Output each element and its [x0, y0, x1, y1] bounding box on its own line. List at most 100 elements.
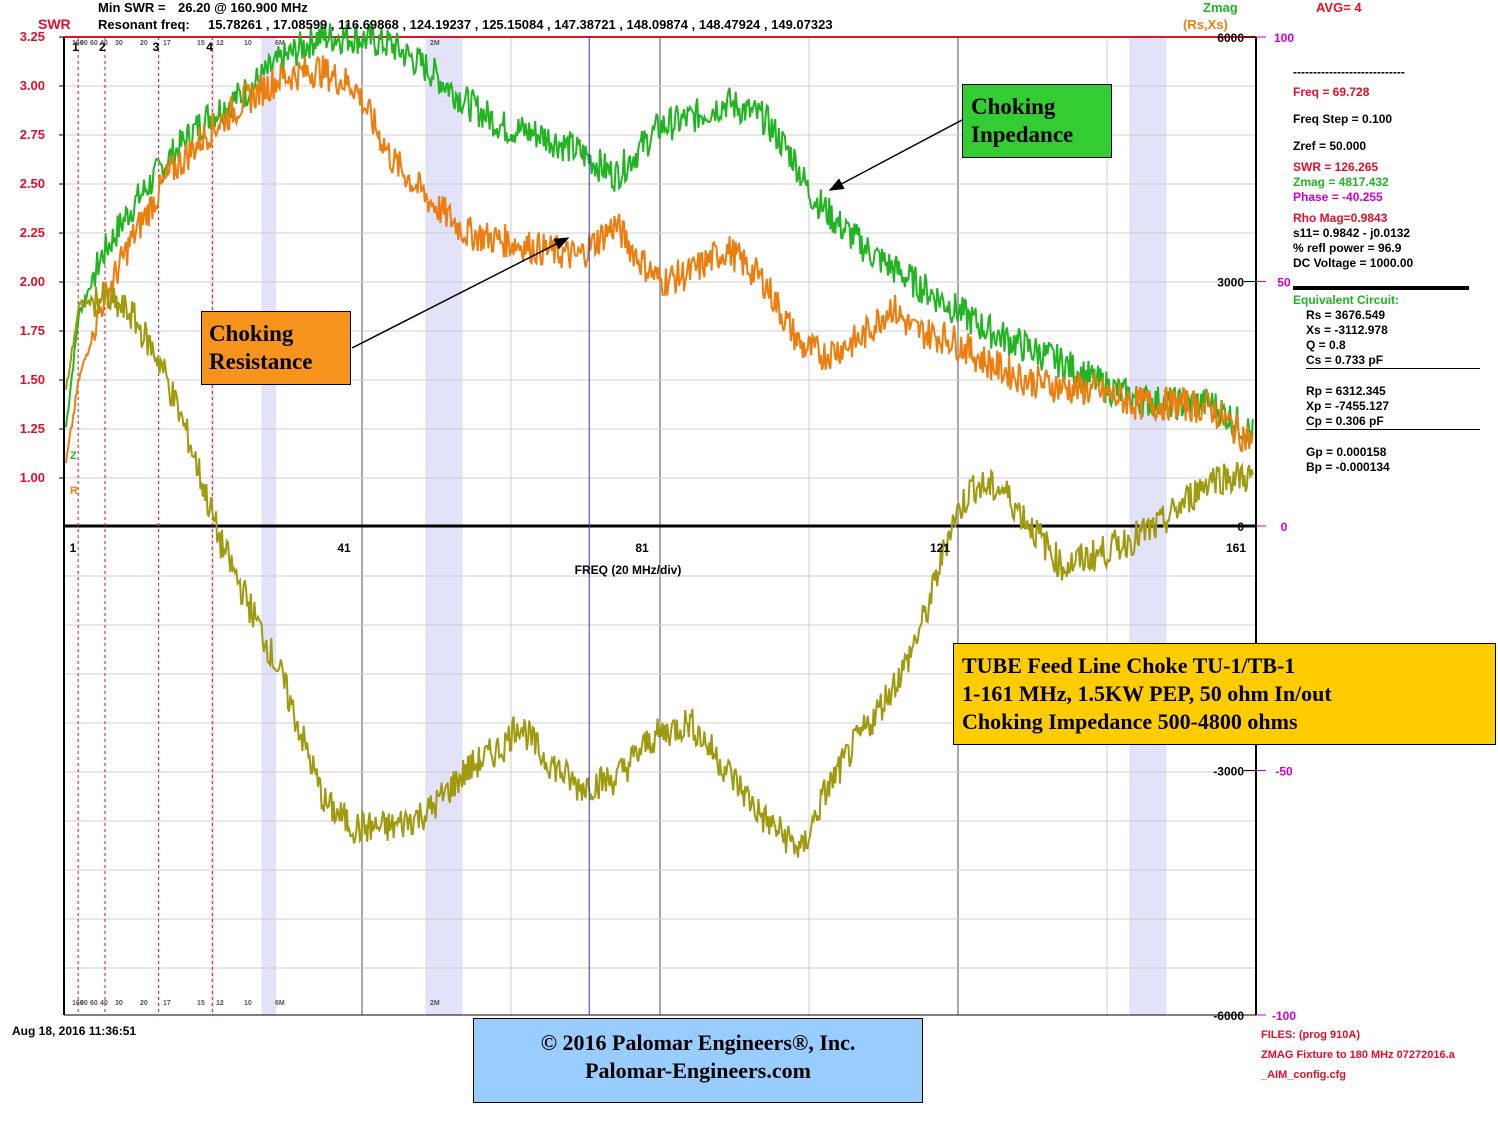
choking-resistance-box: Choking Resistance — [201, 311, 351, 385]
panel-cs: Cs = 0.733 pF — [1306, 353, 1384, 367]
panel-zref: Zref = 50.000 — [1293, 139, 1367, 153]
choking-impedance-line2: Inpedance — [971, 122, 1074, 147]
min-swr-value: 26.20 @ 160.900 MHz — [178, 0, 308, 15]
panel-zmag: Zmag = 4817.432 — [1293, 175, 1389, 189]
swr-tick-label: 2.50 — [20, 176, 45, 191]
band-label-top: 17 — [163, 40, 171, 47]
panel-rp: Rp = 6312.345 — [1306, 384, 1386, 398]
resonant-freq-values: 15.78261 , 17.08599 , 116.69868 , 124.19… — [208, 17, 833, 32]
panel-freq: Freq = 69.728 — [1293, 85, 1370, 99]
band-label-bottom: 17 — [163, 1000, 171, 1007]
band-label-bottom: 80 — [80, 1000, 88, 1007]
impedance-arrow — [828, 119, 963, 191]
band-label-top: 20 — [140, 40, 148, 47]
files-label: FILES: (prog 910A) — [1261, 1029, 1361, 1041]
panel-equiv-title: Equivalent Circuit: — [1293, 293, 1400, 307]
band-label-bottom: 40 — [100, 1000, 108, 1007]
r-start-marker: R — [70, 485, 78, 497]
file-2: _AIM_config.cfg — [1261, 1069, 1346, 1081]
title-line2: 1-161 MHz, 1.5KW PEP, 50 ohm In/out — [962, 681, 1332, 706]
band-label-top: 2M — [430, 40, 440, 47]
x-tick-label: 121 — [930, 541, 950, 555]
band-label-bottom: 6M — [275, 1000, 285, 1007]
rs-series — [65, 55, 1254, 464]
swr-tick-label: 1.75 — [20, 323, 45, 338]
file-1: ZMAG Fixture to 180 MHz 07272016.a — [1261, 1049, 1455, 1061]
swr-axis-label: SWR — [38, 16, 71, 32]
swr-tick-label: 3.25 — [20, 29, 45, 44]
swr-tick-label: 1.25 — [20, 421, 45, 436]
x-tick-label: 81 — [635, 541, 649, 555]
panel-swr: SWR = 126.265 — [1293, 160, 1379, 174]
chart-grid — [63, 36, 1257, 1016]
zmag-legend: Zmag — [1203, 0, 1238, 15]
swr-tick-label: 2.25 — [20, 225, 45, 240]
z-start-marker: Z — [70, 450, 77, 462]
swr-tick-label: 3.00 — [20, 78, 45, 93]
panel-separator: ---------------------------- — [1293, 65, 1405, 79]
min-swr-label: Min SWR = — [98, 0, 166, 15]
swr-tick-label: 1.00 — [20, 470, 45, 485]
band-label-top: 6M — [275, 40, 285, 47]
panel-rule-cp — [1306, 429, 1480, 430]
xs-series — [65, 281, 1254, 858]
ohm-tick-label: 3000 — [1217, 276, 1244, 290]
choking-resistance-line2: Resistance — [209, 349, 313, 374]
copyright-line2: Palomar-Engineers.com — [585, 1058, 811, 1083]
panel-freq-step: Freq Step = 0.100 — [1293, 112, 1393, 126]
choking-impedance-box: Choking Inpedance — [962, 84, 1112, 158]
chart-series — [65, 21, 1254, 858]
copyright-box: © 2016 Palomar Engineers®, Inc. Palomar-… — [473, 1018, 923, 1103]
panel-xp: Xp = -7455.127 — [1306, 399, 1390, 413]
band-label-bottom: 20 — [140, 1000, 148, 1007]
resonant-freq-label: Resonant freq: — [98, 17, 190, 32]
ohm-tick-label: 0 — [1237, 520, 1244, 534]
band-label-top: 12 — [216, 40, 224, 47]
band-label-top: 30 — [115, 40, 123, 47]
resonant-marker-number: 4 — [206, 40, 213, 54]
choking-impedance-line1: Choking — [971, 94, 1056, 119]
band-label-top: 15 — [197, 40, 205, 47]
panel-q: Q = 0.8 — [1306, 338, 1346, 352]
panel-rs: Rs = 3676.549 — [1306, 308, 1386, 322]
band-label-bottom: 160 — [72, 1000, 84, 1007]
resonant-marker-number: 2 — [99, 40, 106, 54]
title-line3: Choking Impedance 500-4800 ohms — [962, 709, 1298, 734]
panel-dc-voltage: DC Voltage = 1000.00 — [1293, 256, 1414, 270]
resonant-marker-number: 3 — [153, 40, 160, 54]
band-label-top: 60 — [90, 40, 98, 47]
panel-xs: Xs = -3112.978 — [1306, 323, 1388, 337]
panel-cp: Cp = 0.306 pF — [1306, 414, 1384, 428]
band-label-bottom: 2M — [430, 1000, 440, 1007]
phase-tick-label: -100 — [1272, 1009, 1296, 1023]
panel-s11: s11= 0.9842 - j0.0132 — [1293, 226, 1411, 240]
band-label-bottom: 60 — [90, 1000, 98, 1007]
panel-rule-cs — [1306, 368, 1480, 369]
copyright-line1: © 2016 Palomar Engineers®, Inc. — [540, 1030, 856, 1055]
band-label-bottom: 30 — [115, 1000, 123, 1007]
band-label-top: 80 — [80, 40, 88, 47]
phase-tick-label: -50 — [1275, 765, 1293, 779]
band-label-top: 10 — [244, 40, 252, 47]
timestamp: Aug 18, 2016 11:36:51 — [12, 1024, 137, 1038]
x-tick-label: 1 — [70, 541, 77, 555]
title-box: TUBE Feed Line Choke TU-1/TB-1 1-161 MHz… — [953, 643, 1496, 745]
swr-tick-label: 2.75 — [20, 127, 45, 142]
panel-rule — [1293, 286, 1469, 290]
swr-tick-label: 2.00 — [20, 274, 45, 289]
ohm-tick-label: -3000 — [1213, 765, 1244, 779]
chart-overlay: 3.25 3.00 2.75 2.50 2.25 2.00 1.75 1.50 1.25 1.00… — [20, 29, 1297, 1023]
panel-phase: Phase = -40.255 — [1293, 190, 1383, 204]
x-tick-label: 161 — [1226, 541, 1246, 555]
band-label-bottom: 12 — [216, 1000, 224, 1007]
avg-label: AVG= 4 — [1316, 0, 1362, 15]
x-axis-label: FREQ (20 MHz/div) — [575, 563, 682, 577]
ohm-tick-label: 6000 — [1217, 31, 1244, 45]
panel-refl-power: % refl power = 96.9 — [1293, 241, 1402, 255]
resonant-marker-number: 1 — [72, 40, 79, 54]
zmag-series — [65, 21, 1254, 445]
ohm-tick-label: -6000 — [1213, 1009, 1244, 1023]
swr-tick-label: 1.50 — [20, 372, 45, 387]
phase-tick-label: 0 — [1281, 520, 1288, 534]
